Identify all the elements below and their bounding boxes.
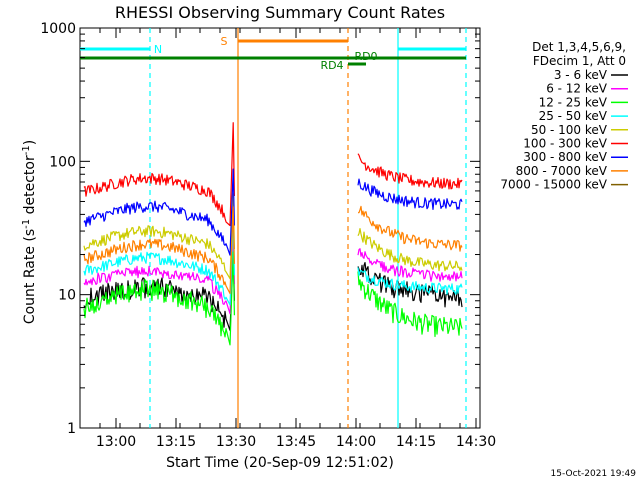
series-line-5 bbox=[83, 122, 463, 227]
flag-label-rd0: RD0 bbox=[354, 50, 377, 63]
timestamp: 15-Oct-2021 19:49 bbox=[551, 469, 637, 479]
legend-label-1: 6 - 12 keV bbox=[546, 82, 608, 96]
y-axis-label-sup: -1 bbox=[21, 219, 32, 229]
x-tick-label-4: 14:00 bbox=[336, 434, 376, 450]
x-axis-label: Start Time (20-Sep-09 12:51:02) bbox=[166, 455, 394, 471]
series-line-3 bbox=[83, 219, 463, 306]
x-tick-label-2: 13:30 bbox=[216, 434, 256, 450]
flag-label-rd4: RD4 bbox=[320, 59, 343, 72]
x-tick-label-1: 13:15 bbox=[156, 434, 196, 450]
legend-label-2: 12 - 25 keV bbox=[539, 95, 608, 109]
legend-label-5: 100 - 300 keV bbox=[523, 137, 607, 151]
flag-label-s: S bbox=[221, 35, 228, 48]
chart-title: RHESSI Observing Summary Count Rates bbox=[115, 3, 445, 22]
legend-header-line-2: FDecim 1, Att 0 bbox=[533, 54, 626, 68]
y-axis-label-tail-sup: -1 bbox=[21, 145, 32, 155]
x-tick-label-3: 13:45 bbox=[276, 434, 316, 450]
x-tick-label-6: 14:30 bbox=[456, 434, 496, 450]
y-tick-label-1: 10 bbox=[58, 288, 76, 304]
y-axis-label-tail: detector bbox=[22, 155, 38, 219]
legend-label-8: 7000 - 15000 keV bbox=[500, 178, 607, 192]
y-axis-label-close: ) bbox=[22, 140, 38, 145]
series-line-4 bbox=[83, 193, 463, 280]
legend-label-0: 3 - 6 keV bbox=[554, 68, 608, 82]
legend-header-line-1: Det 1,3,4,5,6,9, bbox=[532, 40, 626, 54]
series-line-7 bbox=[83, 205, 463, 295]
legend-label-4: 50 - 100 keV bbox=[531, 123, 608, 137]
series-line-6 bbox=[83, 168, 463, 256]
y-axis-label-main: Count Rate (s bbox=[22, 229, 38, 324]
y-axis-label: Count Rate (s-1 detector-1) bbox=[21, 140, 39, 324]
x-tick-label-0: 13:00 bbox=[96, 434, 136, 450]
x-tick-label-5: 14:15 bbox=[396, 434, 436, 450]
legend-label-3: 25 - 50 keV bbox=[539, 109, 608, 123]
y-tick-label-3: 1000 bbox=[40, 21, 76, 37]
legend-label-7: 800 - 7000 keV bbox=[516, 164, 608, 178]
plot-area: N S RD0 RD4 1 10 100 1000 13:00 13:15 13:30 13:45 14… bbox=[40, 21, 628, 450]
legend-label-6: 300 - 800 keV bbox=[523, 150, 607, 164]
y-tick-label-2: 100 bbox=[49, 154, 76, 170]
flag-label-n: N bbox=[154, 43, 162, 56]
series-line-2 bbox=[83, 251, 463, 346]
y-tick-label-0: 1 bbox=[67, 421, 76, 437]
series-line-1 bbox=[83, 233, 463, 315]
